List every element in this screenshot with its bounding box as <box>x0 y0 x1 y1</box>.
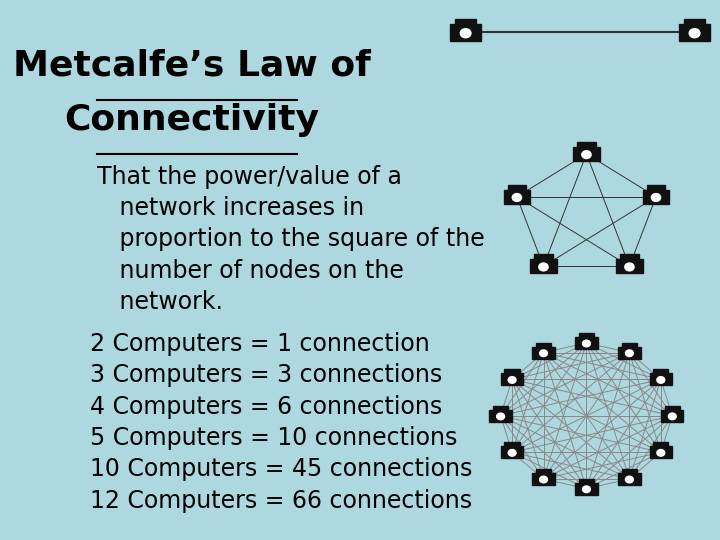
Circle shape <box>582 340 590 347</box>
Bar <box>647 185 665 193</box>
Circle shape <box>508 376 516 383</box>
Bar <box>653 369 668 376</box>
Bar <box>490 410 512 422</box>
Bar <box>534 254 552 262</box>
Bar <box>616 259 643 273</box>
Bar <box>649 374 672 386</box>
Bar <box>505 369 520 376</box>
Bar <box>579 478 594 485</box>
Circle shape <box>626 476 634 483</box>
Text: 4 Computers = 6 connections: 4 Computers = 6 connections <box>91 395 443 418</box>
Bar <box>532 347 554 359</box>
Bar <box>653 442 668 449</box>
Bar <box>508 185 526 193</box>
Bar <box>504 190 530 204</box>
Bar <box>493 406 508 412</box>
Bar <box>575 337 598 349</box>
Text: 2 Computers = 1 connection: 2 Computers = 1 connection <box>91 332 430 356</box>
Circle shape <box>657 376 665 383</box>
Bar <box>579 333 594 339</box>
Text: Connectivity: Connectivity <box>65 103 320 137</box>
Circle shape <box>539 263 548 271</box>
Text: 5 Computers = 10 connections: 5 Computers = 10 connections <box>91 426 458 450</box>
Bar <box>536 342 552 349</box>
Bar <box>684 19 705 28</box>
Bar <box>455 19 476 28</box>
Bar <box>451 24 481 40</box>
Circle shape <box>512 193 521 201</box>
Bar <box>665 406 680 412</box>
Bar <box>621 254 639 262</box>
Circle shape <box>539 350 547 356</box>
Circle shape <box>582 486 590 492</box>
Text: That the power/value of a: That the power/value of a <box>96 165 402 188</box>
Bar <box>501 446 523 458</box>
Circle shape <box>460 29 471 38</box>
Bar <box>577 142 595 150</box>
Circle shape <box>668 413 676 420</box>
Circle shape <box>652 193 661 201</box>
Bar <box>621 342 637 349</box>
Circle shape <box>689 29 700 38</box>
Circle shape <box>497 413 505 420</box>
Bar <box>621 469 637 475</box>
Text: 10 Computers = 45 connections: 10 Computers = 45 connections <box>91 457 473 481</box>
Circle shape <box>508 449 516 456</box>
Bar <box>618 473 641 485</box>
Text: network.: network. <box>96 290 222 314</box>
Circle shape <box>582 151 591 159</box>
Bar <box>679 24 710 40</box>
Bar <box>575 483 598 495</box>
Bar <box>573 147 600 161</box>
Text: 3 Computers = 3 connections: 3 Computers = 3 connections <box>91 363 443 387</box>
Text: Metcalfe’s Law of: Metcalfe’s Law of <box>13 49 371 83</box>
Text: number of nodes on the: number of nodes on the <box>96 259 404 282</box>
Bar <box>501 374 523 386</box>
Bar <box>505 442 520 449</box>
Bar <box>530 259 557 273</box>
Bar <box>532 473 554 485</box>
Circle shape <box>625 263 634 271</box>
Circle shape <box>626 350 634 356</box>
Text: 12 Computers = 66 connections: 12 Computers = 66 connections <box>91 489 472 512</box>
Bar <box>618 347 641 359</box>
Bar <box>661 410 683 422</box>
Text: proportion to the square of the: proportion to the square of the <box>96 227 485 251</box>
Circle shape <box>539 476 547 483</box>
Bar <box>649 446 672 458</box>
Bar <box>643 190 669 204</box>
Bar <box>536 469 552 475</box>
Circle shape <box>657 449 665 456</box>
Text: network increases in: network increases in <box>96 196 364 220</box>
